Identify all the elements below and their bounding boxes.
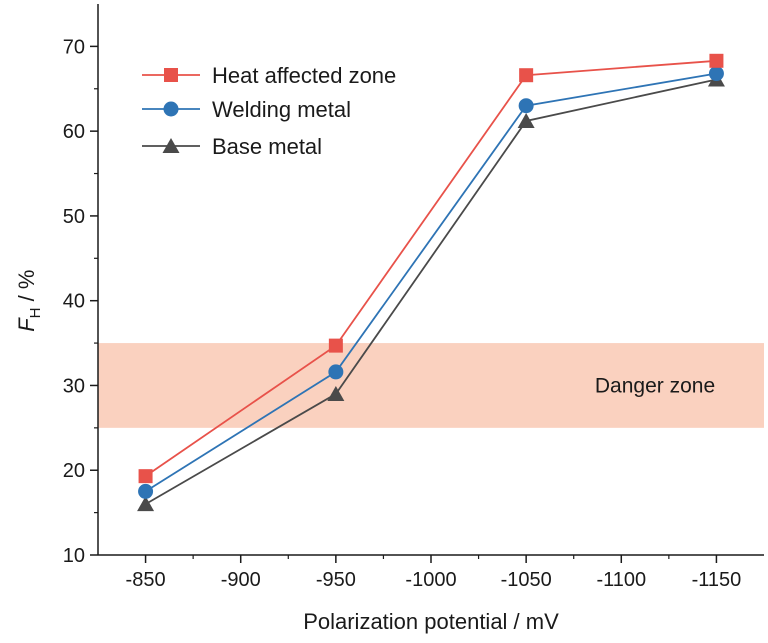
x-tick-label: -1150	[692, 569, 742, 591]
series-heat-affected-zone	[138, 53, 724, 484]
series-line	[145, 59, 717, 477]
y-tick-label: 40	[63, 291, 85, 313]
y-axis-title: FH / %	[14, 270, 44, 332]
data-point-square	[709, 53, 724, 68]
data-point-triangle	[327, 385, 345, 401]
y-axis-title-unit: / %	[14, 270, 39, 308]
data-point-triangle	[137, 496, 155, 512]
x-tick-label: -900	[221, 569, 261, 591]
data-point-square	[138, 469, 153, 484]
axes-layer: 10 20 30 40 50 60 70 -850 -900 -950 -1000 -1050 -110…	[63, 4, 764, 591]
legend-marker-square	[164, 68, 178, 82]
y-axis-title-main: F	[14, 317, 39, 332]
y-tick-label: 50	[63, 206, 85, 228]
series-welding-metal	[138, 66, 724, 499]
y-tick-label: 60	[63, 121, 85, 143]
x-tick-label: -1050	[501, 569, 552, 591]
x-tick-label: -1100	[596, 569, 646, 591]
legend-label: Heat affected zone	[212, 63, 396, 88]
legend-label: Welding metal	[212, 97, 351, 122]
legend-item: Welding metal	[142, 97, 351, 122]
y-axis-title-subscript: H	[27, 307, 44, 318]
legend-item: Heat affected zone	[142, 63, 396, 88]
legend-marker-circle	[163, 101, 179, 117]
danger-zone-label: Danger zone	[595, 374, 715, 397]
data-point-triangle	[517, 112, 535, 128]
legend: Heat affected zone Welding metal Base meta…	[142, 63, 396, 159]
data-point-circle	[328, 364, 344, 380]
data-point-square	[519, 68, 534, 83]
data-point-circle	[138, 483, 154, 499]
series-line	[145, 72, 717, 493]
danger-zone-band-layer: Danger zone	[98, 343, 764, 428]
y-tick-label: 30	[63, 375, 85, 397]
legend-label: Base metal	[212, 134, 322, 159]
y-tick-label: 70	[63, 36, 85, 58]
y-tick-label: 10	[63, 545, 85, 567]
series-line	[145, 78, 717, 505]
data-point-circle	[518, 98, 534, 114]
x-tick-label: -850	[126, 569, 166, 591]
x-axis-title: Polarization potential / mV	[303, 609, 559, 634]
data-point-circle	[708, 66, 724, 82]
series-base-metal	[137, 71, 725, 512]
series-layer	[137, 53, 725, 512]
x-tick-label: -1000	[405, 569, 456, 591]
danger-zone-band	[98, 343, 764, 428]
x-tick-label: -950	[316, 569, 356, 591]
legend-marker-triangle	[162, 138, 180, 153]
data-point-square	[328, 338, 343, 353]
y-tick-label: 20	[63, 460, 85, 482]
legend-item: Base metal	[142, 134, 322, 159]
